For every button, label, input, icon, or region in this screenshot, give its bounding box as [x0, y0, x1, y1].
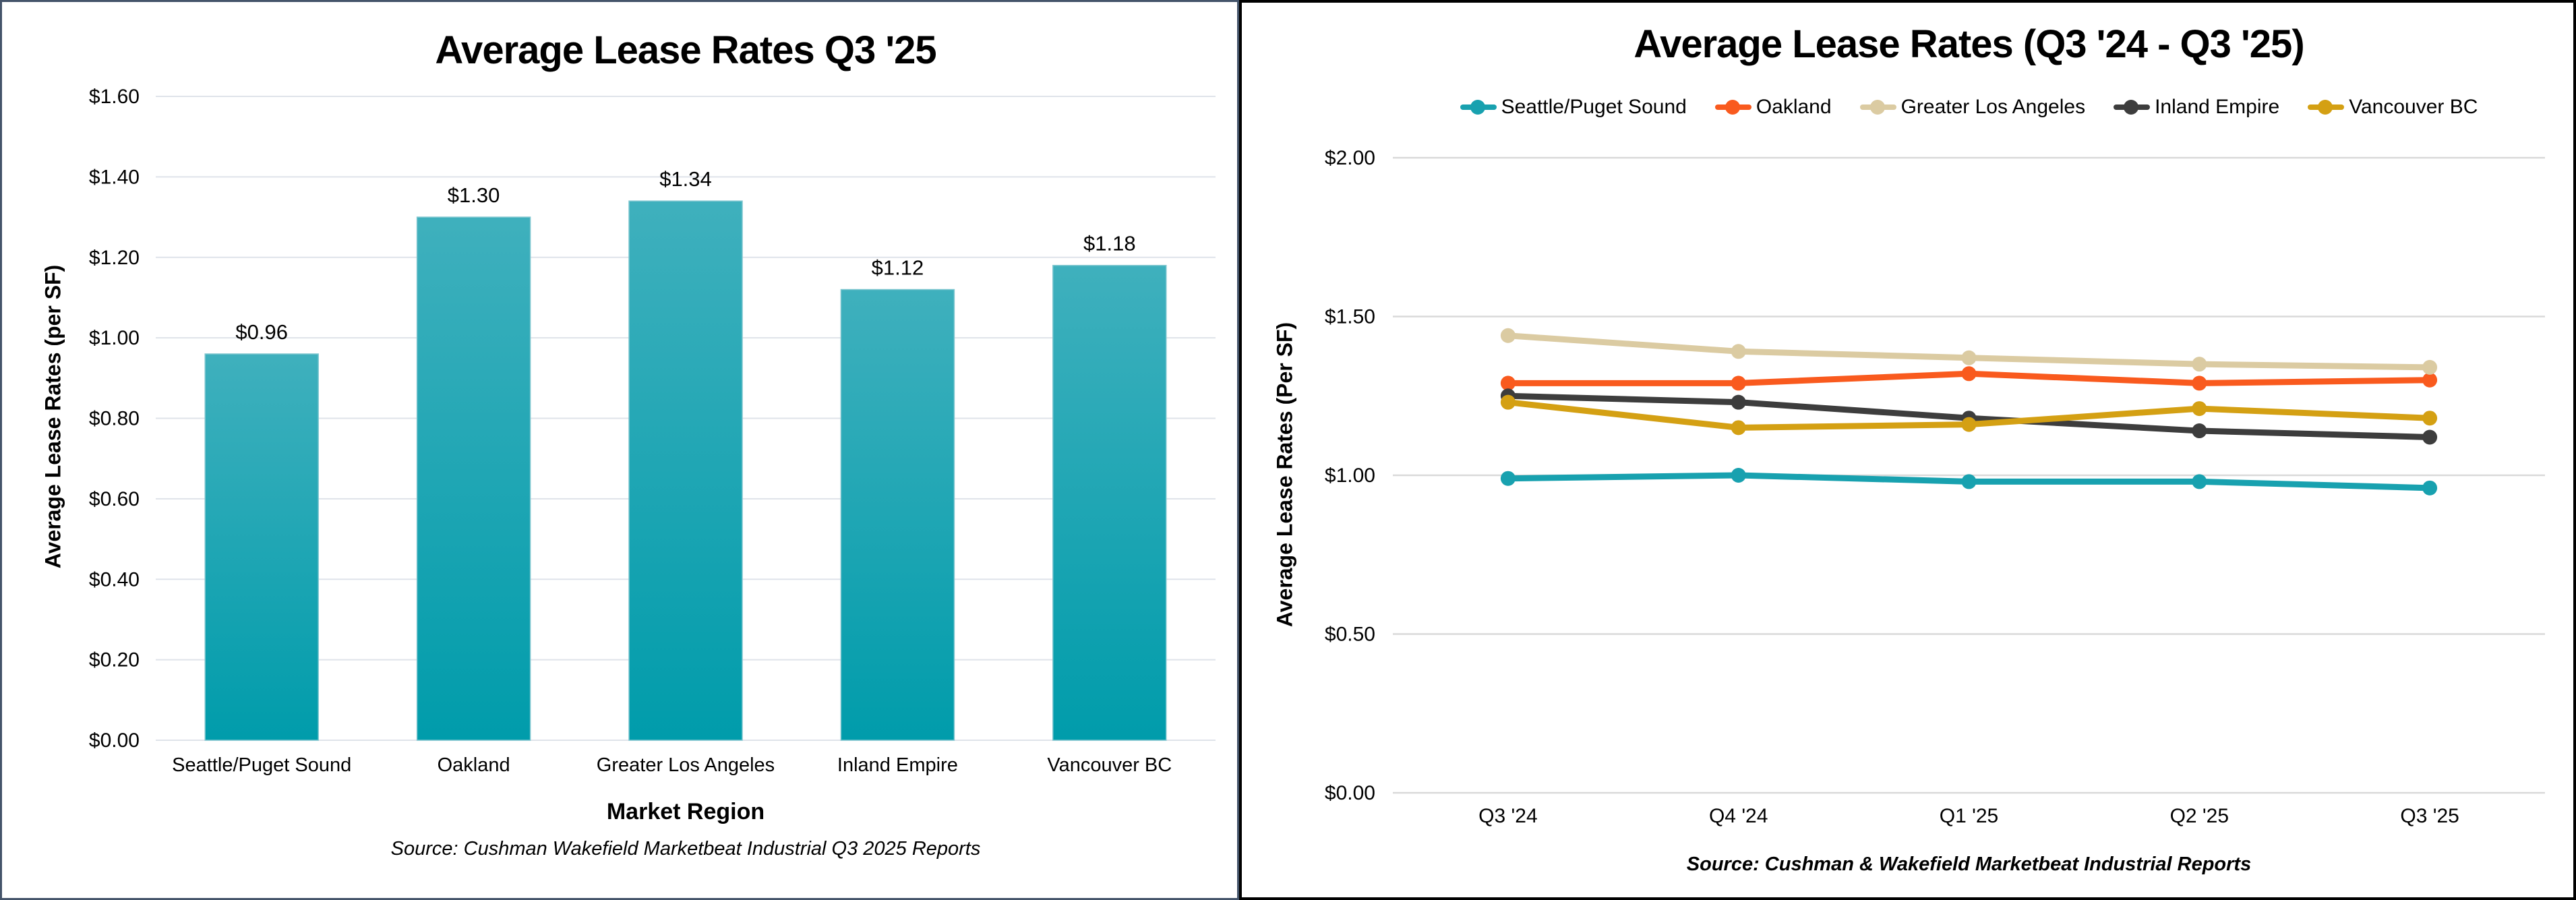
- y-tick-label: $0.50: [1325, 624, 1375, 646]
- y-tick-label: $0.40: [89, 568, 140, 591]
- legend-item-greater-los-angeles: Greater Los Angeles: [1859, 96, 2086, 119]
- legend-marker-icon: [1714, 99, 1751, 115]
- bar-value-label: $1.18: [1083, 232, 1136, 256]
- x-category-label: Seattle/Puget Sound: [172, 754, 351, 776]
- x-category-label: Inland Empire: [837, 754, 958, 776]
- data-point: [1500, 328, 1516, 343]
- line-chart-svg: $0.00 $0.50 $1.00 $1.50 $2.00 Q3 '24 Q4 '24 Q1 …: [1325, 147, 2545, 827]
- legend-label: Inland Empire: [2155, 96, 2280, 118]
- legend-item-oakland: Oakland: [1714, 96, 1832, 119]
- y-tick-label: $2.00: [1325, 147, 1375, 169]
- bar-chart-panel: $0.00 $0.20 $0.40 $0.60 $0.80 $1.00 $1.20 $1.40…: [0, 0, 1239, 900]
- bar: [1052, 264, 1167, 741]
- legend-marker-icon: [2114, 99, 2151, 115]
- y-tick-label: $1.60: [89, 86, 140, 108]
- x-tick-label: Q2 '25: [2170, 805, 2229, 827]
- legend-marker-icon: [1460, 99, 1497, 115]
- x-category-label: Greater Los Angeles: [597, 754, 775, 776]
- series-vancouver-bc: [1500, 394, 2438, 436]
- bar-chart-x-axis-title: Market Region: [606, 799, 765, 824]
- bar-value-label: $1.34: [659, 167, 712, 191]
- x-tick-label: Q3 '24: [1478, 805, 1537, 827]
- bar: [628, 200, 743, 741]
- bar-value-label: $1.12: [872, 256, 924, 280]
- legend-item-seattle-puget-sound: Seattle/Puget Sound: [1460, 96, 1687, 119]
- line-chart-title: Average Lease Rates (Q3 '24 - Q3 '25): [1634, 22, 2304, 66]
- x-tick-label: Q1 '25: [1940, 805, 1998, 827]
- y-tick-label: $0.20: [89, 649, 140, 671]
- data-point: [1731, 344, 1746, 359]
- data-point: [1961, 474, 1977, 489]
- data-point: [1961, 350, 1977, 365]
- line-chart-source-note: Source: Cushman & Wakefield Marketbeat I…: [1686, 853, 2252, 875]
- data-point: [1500, 394, 1516, 410]
- y-tick-label: $0.80: [89, 408, 140, 430]
- data-point: [1731, 468, 1746, 483]
- y-tick-label: $0.00: [1325, 782, 1375, 804]
- data-point: [1961, 366, 1977, 382]
- data-point: [2422, 480, 2438, 496]
- data-point: [2192, 401, 2207, 417]
- line-chart-y-axis-title: Average Lease Rates (Per SF): [1272, 322, 1297, 628]
- data-point: [1731, 376, 1746, 391]
- bar-chart-y-axis-title: Average Lease Rates (per SF): [40, 264, 65, 569]
- x-category-label: Oakland: [438, 754, 510, 776]
- data-point: [2192, 474, 2207, 489]
- line-chart-panel: $0.00 $0.50 $1.00 $1.50 $2.00 Q3 '24 Q4 '24 Q1 …: [1239, 0, 2576, 900]
- x-tick-label: Q4 '24: [1709, 805, 1768, 827]
- series-oakland: [1500, 366, 2438, 391]
- bar-value-label: $1.30: [448, 183, 500, 207]
- bar-chart-source-note: Source: Cushman Wakefield Marketbeat Ind…: [390, 838, 981, 860]
- data-point: [2192, 423, 2207, 439]
- data-point: [1961, 417, 1977, 432]
- bar-chart-svg: $0.00 $0.20 $0.40 $0.60 $0.80 $1.00 $1.20 $1.40…: [89, 86, 1216, 776]
- series-greater-los-angeles: [1500, 328, 2438, 375]
- data-point: [1731, 394, 1746, 410]
- y-tick-label: $1.20: [89, 247, 140, 269]
- legend-item-vancouver-bc: Vancouver BC: [2308, 96, 2478, 119]
- data-point: [1731, 420, 1746, 436]
- data-point: [2422, 429, 2438, 445]
- bar: [416, 216, 531, 741]
- legend-marker-icon: [2308, 99, 2345, 115]
- data-point: [1500, 376, 1516, 391]
- bar: [840, 289, 955, 741]
- y-tick-label: $0.00: [89, 729, 140, 752]
- legend-marker-icon: [1859, 99, 1896, 115]
- y-tick-label: $1.00: [89, 327, 140, 349]
- data-point: [2192, 376, 2207, 391]
- data-point: [2422, 372, 2438, 388]
- data-point: [1500, 471, 1516, 486]
- y-tick-label: $1.00: [1325, 464, 1375, 487]
- line-chart-legend: Seattle/Puget Sound Oakland Greater Los An…: [1393, 96, 2545, 119]
- x-category-label: Vancouver BC: [1047, 754, 1172, 776]
- legend-label: Seattle/Puget Sound: [1501, 96, 1687, 118]
- legend-label: Oakland: [1756, 96, 1832, 118]
- bar-value-label: $0.96: [235, 320, 288, 344]
- data-point: [2422, 359, 2438, 375]
- series-seattle-puget-sound: [1500, 468, 2438, 496]
- bar-chart-title: Average Lease Rates Q3 '25: [435, 28, 936, 72]
- legend-item-inland-empire: Inland Empire: [2114, 96, 2279, 119]
- legend-label: Vancouver BC: [2349, 96, 2478, 118]
- y-tick-label: $1.50: [1325, 306, 1375, 328]
- data-point: [2422, 411, 2438, 426]
- legend-label: Greater Los Angeles: [1900, 96, 2086, 118]
- bar: [204, 353, 319, 741]
- y-tick-label: $0.60: [89, 488, 140, 510]
- data-point: [2192, 357, 2207, 372]
- x-tick-label: Q3 '25: [2400, 805, 2459, 827]
- y-tick-label: $1.40: [89, 166, 140, 188]
